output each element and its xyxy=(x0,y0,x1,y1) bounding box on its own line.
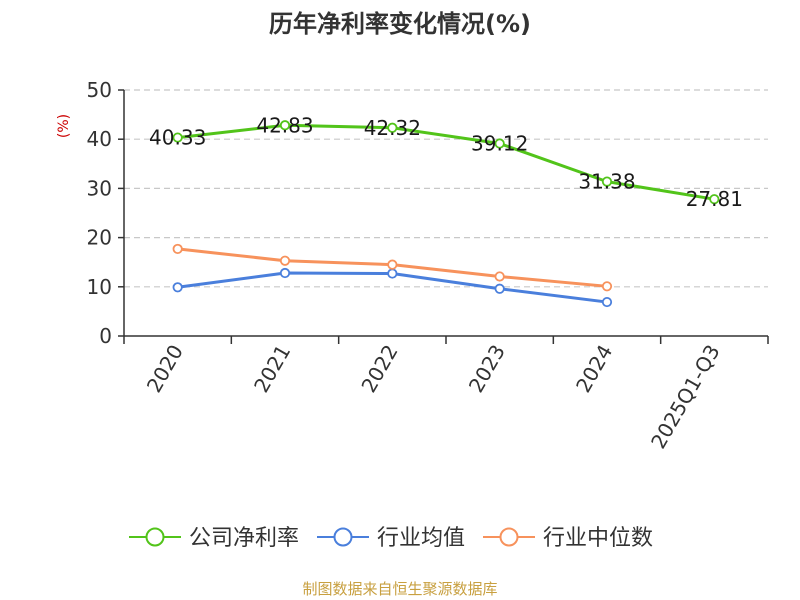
data-point xyxy=(172,282,183,293)
data-point xyxy=(709,194,720,205)
data-point xyxy=(494,283,505,294)
x-tick-label: 2023 xyxy=(464,340,510,396)
data-label: 27.81 xyxy=(686,187,743,211)
data-point xyxy=(601,281,613,292)
data-point xyxy=(387,268,398,279)
data-point xyxy=(279,255,291,266)
data-label: 31.38 xyxy=(578,170,635,194)
legend-marker xyxy=(145,527,165,547)
y-tick-label: 30 xyxy=(87,176,112,200)
legend-label: 行业均值 xyxy=(377,526,465,551)
data-label: 42.83 xyxy=(256,113,313,137)
source-note: 制图数据来自恒生聚源数据库 xyxy=(302,580,497,598)
data-point xyxy=(387,259,398,270)
chart-title: 历年净利率变化情况(%) xyxy=(269,10,531,38)
legend-label: 公司净利率 xyxy=(189,526,299,551)
data-point xyxy=(172,132,183,143)
series-line xyxy=(176,123,716,201)
series-layer: 40.33 42.83 42.32 39.12 31.38 27.81 xyxy=(149,113,743,308)
legend-marker xyxy=(333,527,353,547)
data-point xyxy=(494,271,505,282)
y-tick-label: 0 xyxy=(99,324,112,348)
legend: 公司净利率 行业均值 行业中位数 xyxy=(129,526,653,551)
x-tick-label: 2024 xyxy=(571,341,617,397)
y-axis-label: (%) xyxy=(56,114,72,138)
data-point xyxy=(601,176,613,187)
data-label: 42.32 xyxy=(364,116,421,140)
y-tick-label: 20 xyxy=(87,226,112,250)
data-point xyxy=(387,122,398,133)
x-tick-label: 2020 xyxy=(142,341,188,397)
data-label: 39.12 xyxy=(471,132,528,156)
y-tick-label: 50 xyxy=(87,78,112,102)
data-label: 40.33 xyxy=(149,126,206,150)
y-tick-label: 10 xyxy=(87,275,112,299)
data-point xyxy=(494,138,505,149)
legend-label: 行业中位数 xyxy=(543,526,653,551)
gridlines xyxy=(124,89,768,288)
data-point xyxy=(279,120,291,131)
y-tick-label: 40 xyxy=(87,127,112,151)
x-tick-label: 2022 xyxy=(356,341,402,397)
data-point xyxy=(601,296,613,308)
legend-marker xyxy=(499,527,519,547)
x-tick-label: 2021 xyxy=(249,341,295,397)
x-tick-label: 2025Q1-Q3 xyxy=(646,341,725,453)
data-point xyxy=(279,267,291,279)
data-point xyxy=(172,243,183,255)
